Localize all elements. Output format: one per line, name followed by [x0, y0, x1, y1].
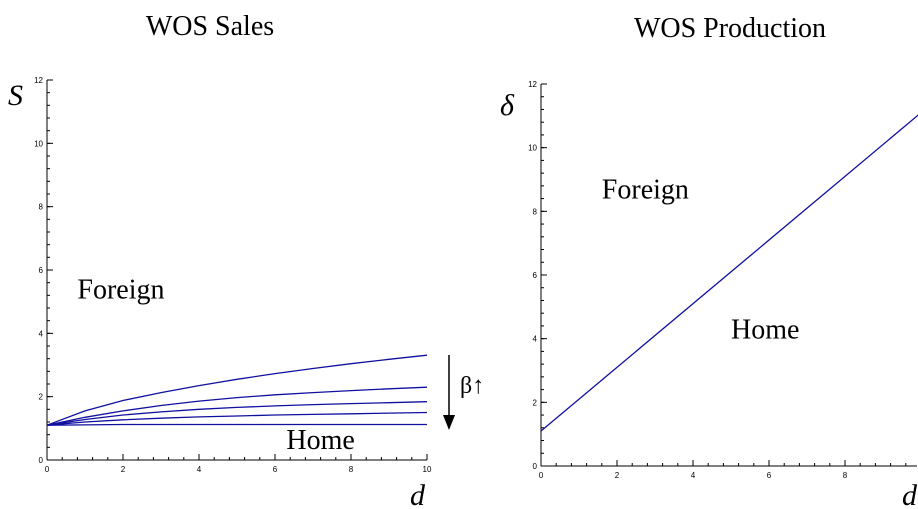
- y-tick-label: 0: [39, 456, 44, 465]
- x-tick-label: 0: [539, 471, 544, 480]
- x-axis-label: d: [410, 479, 426, 509]
- y-tick-label: 10: [34, 139, 43, 148]
- x-tick-label: 6: [273, 465, 278, 474]
- y-tick-label: 0: [533, 462, 538, 471]
- x-tick-label: 8: [349, 465, 354, 474]
- chart-title: WOS Production: [634, 13, 826, 44]
- beta-arrow: β↑: [443, 355, 484, 430]
- series-line-0: [540, 114, 918, 432]
- series-line-2: [46, 401, 428, 426]
- y-axis-label: δ: [500, 89, 515, 122]
- x-tick-label: 0: [45, 465, 50, 474]
- arrow-head: [443, 415, 455, 430]
- x-tick-label: 4: [691, 471, 696, 480]
- x-tick-label: 8: [843, 471, 848, 480]
- y-tick-label: 8: [39, 203, 44, 212]
- beta-annotation: β↑: [460, 373, 484, 399]
- chart-title: WOS Sales: [146, 11, 274, 42]
- series-line-0: [46, 354, 428, 426]
- y-tick-label: 12: [528, 80, 537, 89]
- y-tick-label: 6: [39, 266, 44, 275]
- y-tick-label: 6: [533, 271, 538, 280]
- y-tick-label: 4: [533, 335, 538, 344]
- y-axis-label: S: [8, 79, 23, 112]
- wos-sales-chart: WOS Sales S d 0 2 4 6 8 10 12 0 2 4 6 8 10 Foreign Ho…: [8, 11, 484, 509]
- y-tick-label: 8: [533, 207, 538, 216]
- x-axis-label: d: [902, 479, 918, 509]
- series-line-4: [46, 423, 427, 426]
- y-tick-label: 2: [39, 393, 44, 402]
- x-tick-label: 6: [767, 471, 772, 480]
- region-label-foreign: Foreign: [602, 175, 689, 206]
- region-label-home: Home: [731, 315, 799, 346]
- series-line-1: [46, 386, 428, 426]
- x-tick-label: 2: [121, 465, 126, 474]
- y-tick-label: 2: [533, 398, 538, 407]
- wos-production-chart: WOS Production δ d 0 2 4 6 8 10 12 0 2 4 6 8 Foreig…: [500, 13, 918, 509]
- y-tick-label: 12: [34, 76, 43, 85]
- y-tick-label: 10: [528, 144, 537, 153]
- region-label-home: Home: [286, 425, 354, 456]
- x-tick-label: 4: [197, 465, 202, 474]
- region-label-foreign: Foreign: [77, 275, 164, 306]
- series-line-3: [46, 411, 428, 426]
- x-tick-label: 10: [423, 465, 432, 474]
- x-tick-label: 2: [615, 471, 620, 480]
- y-tick-label: 4: [39, 329, 44, 338]
